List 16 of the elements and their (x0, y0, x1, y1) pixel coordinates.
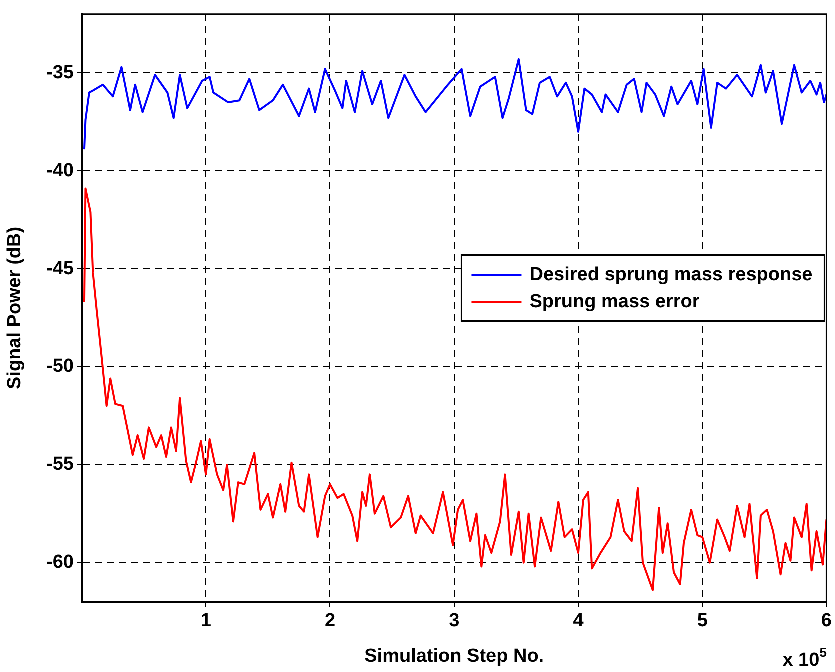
x-tick-label: 1 (200, 610, 212, 632)
y-tick-label: -40 (46, 160, 74, 182)
y-tick-label: -55 (46, 454, 74, 476)
y-tick-label: -60 (46, 552, 74, 574)
x-tick-label: 4 (573, 610, 584, 632)
x-tick-label: 5 (697, 610, 708, 632)
legend-label: Sprung mass error (530, 291, 700, 312)
y-axis-title: Signal Power (dB) (4, 226, 26, 390)
x-tick-label: 3 (449, 610, 460, 632)
y-tick-label: -35 (46, 62, 74, 84)
x-axis-title: Simulation Step No. (364, 646, 544, 667)
x-tick-label: 6 (821, 610, 832, 632)
y-tick-label: -45 (46, 258, 74, 280)
x-tick-label: 2 (324, 610, 336, 632)
y-tick-label: -50 (46, 356, 74, 378)
legend-label: Desired sprung mass response (530, 264, 813, 286)
